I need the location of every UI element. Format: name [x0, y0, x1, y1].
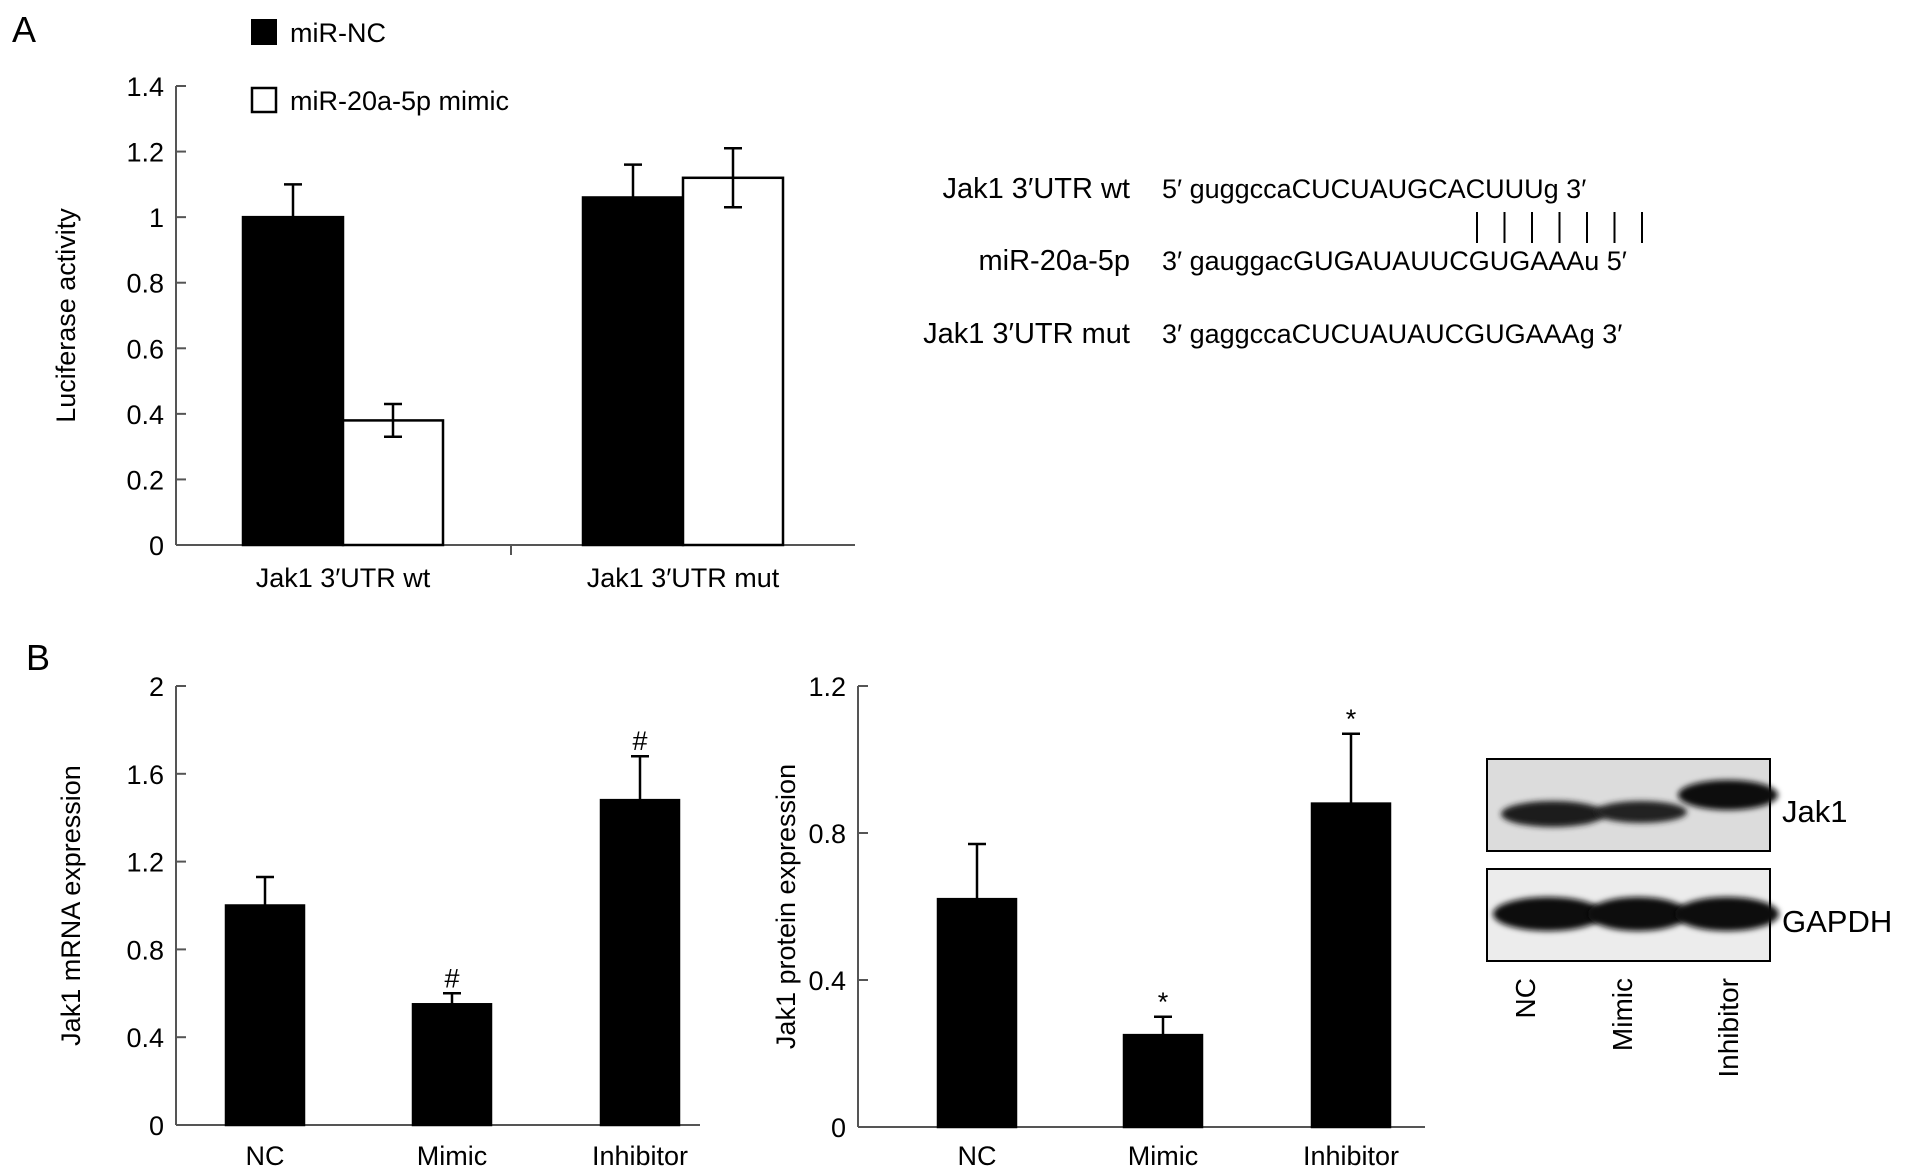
- legend: miR-NC miR-20a-5p mimic: [250, 18, 509, 116]
- bar-mimic: [1122, 1033, 1204, 1129]
- bar-nc: [936, 897, 1018, 1129]
- panel-label-a: A: [12, 9, 36, 50]
- luciferase-chart: 0 0.2 0.4 0.6 0.8 1 1.2 1.4 Luciferase activity J…: [51, 72, 855, 593]
- bar-mimic: [411, 1003, 493, 1127]
- band-gapdh-inhibitor: [1675, 897, 1779, 931]
- significance-mark: #: [444, 963, 459, 993]
- lane-label-inhibitor: Inhibitor: [1713, 978, 1744, 1078]
- band-jak1-inhibitor: [1678, 780, 1778, 810]
- x-tick-label: Jak1 3′UTR wt: [256, 563, 431, 593]
- lane-label-mimic: Mimic: [1607, 978, 1638, 1051]
- significance-mark: *: [1158, 987, 1169, 1017]
- protein-chart: 0 0.4 0.8 1.2 Jak1 protein expression NC * Mimi…: [771, 672, 1425, 1171]
- y-tick-label: 1.2: [126, 138, 164, 168]
- pairing-lines: [1476, 212, 1643, 243]
- bar-jak1-3-utr-wt-mir-nc: [241, 215, 345, 547]
- x-tick-label: Inhibitor: [592, 1141, 688, 1171]
- y-tick-label: 1.6: [126, 760, 164, 790]
- blot-label-gapdh: GAPDH: [1782, 904, 1892, 939]
- sequence-alignment: Jak1 3′UTR wt 5′ guggccaCUCUAUGCACUUUg 3…: [923, 173, 1643, 350]
- y-tick-label: 0.4: [126, 1023, 164, 1053]
- wt-sequence: 5′ guggccaCUCUAUGCACUUUg 3′: [1162, 174, 1586, 204]
- wt-label: Jak1 3′UTR wt: [942, 173, 1130, 205]
- y-tick-label: 1.4: [126, 72, 164, 102]
- band-jak1-mimic: [1595, 801, 1687, 823]
- mut-sequence: 3′ gaggccaCUCUAUAUCGUGAAAg 3′: [1162, 319, 1622, 349]
- y-tick-label: 0: [149, 531, 164, 561]
- y-axis-label: Jak1 mRNA expression: [56, 765, 86, 1046]
- y-tick-label: 0.8: [808, 819, 846, 849]
- bar-jak1-3-utr-mut-mir-20a-5p-mimic: [681, 176, 785, 547]
- y-tick-label: 0.6: [126, 334, 164, 364]
- y-tick-label: 0.8: [126, 935, 164, 965]
- y-tick-label: 0.8: [126, 269, 164, 299]
- x-tick-label: NC: [246, 1141, 285, 1171]
- band-gapdh-mimic: [1588, 897, 1688, 931]
- band-gapdh-nc: [1493, 897, 1603, 931]
- bar-jak1-3-utr-wt-mir-20a-5p-mimic: [341, 419, 445, 547]
- significance-mark: *: [1346, 704, 1357, 734]
- y-tick-label: 1.2: [126, 848, 164, 878]
- bar-jak1-3-utr-mut-mir-nc: [581, 196, 685, 547]
- bar-nc: [224, 904, 306, 1127]
- mut-label: Jak1 3′UTR mut: [923, 318, 1130, 350]
- band-jak1-nc: [1501, 801, 1605, 827]
- x-tick-label: Jak1 3′UTR mut: [587, 563, 780, 593]
- legend-swatch-mimic: [250, 86, 278, 114]
- y-tick-label: 2: [149, 672, 164, 702]
- western-blot: Jak1 GAPDH NC Mimic Inhibitor: [1486, 758, 1892, 1078]
- mir-label: miR-20a-5p: [979, 245, 1131, 277]
- y-tick-label: 0: [831, 1113, 846, 1143]
- x-tick-label: Mimic: [1128, 1141, 1198, 1171]
- legend-label-mir-nc: miR-NC: [290, 18, 386, 48]
- y-axis-label: Luciferase activity: [51, 208, 81, 423]
- y-axis-label: Jak1 protein expression: [771, 764, 801, 1049]
- y-tick-label: 0.2: [126, 465, 164, 495]
- lane-label-nc: NC: [1510, 978, 1541, 1018]
- y-tick-label: 1.2: [808, 672, 846, 702]
- panel-label-b: B: [26, 637, 50, 678]
- x-tick-label: Inhibitor: [1303, 1141, 1399, 1171]
- mrna-chart: 0 0.4 0.8 1.2 1.6 2 Jak1 mRNA expression NC # Mim…: [56, 672, 700, 1171]
- mir-sequence: 3′ gauggacGUGAUAUUCGUGAAAu 5′: [1162, 246, 1627, 276]
- bar-inhibitor: [599, 798, 681, 1127]
- blot-label-jak1: Jak1: [1782, 794, 1847, 829]
- x-tick-label: Mimic: [417, 1141, 487, 1171]
- y-tick-label: 1: [149, 203, 164, 233]
- significance-mark: #: [632, 726, 647, 756]
- legend-swatch-mir-nc: [251, 19, 277, 45]
- bar-inhibitor: [1310, 802, 1392, 1129]
- legend-label-mimic: miR-20a-5p mimic: [290, 86, 509, 116]
- y-tick-label: 0.4: [126, 400, 164, 430]
- y-tick-label: 0: [149, 1111, 164, 1141]
- y-tick-label: 0.4: [808, 966, 846, 996]
- x-tick-label: NC: [958, 1141, 997, 1171]
